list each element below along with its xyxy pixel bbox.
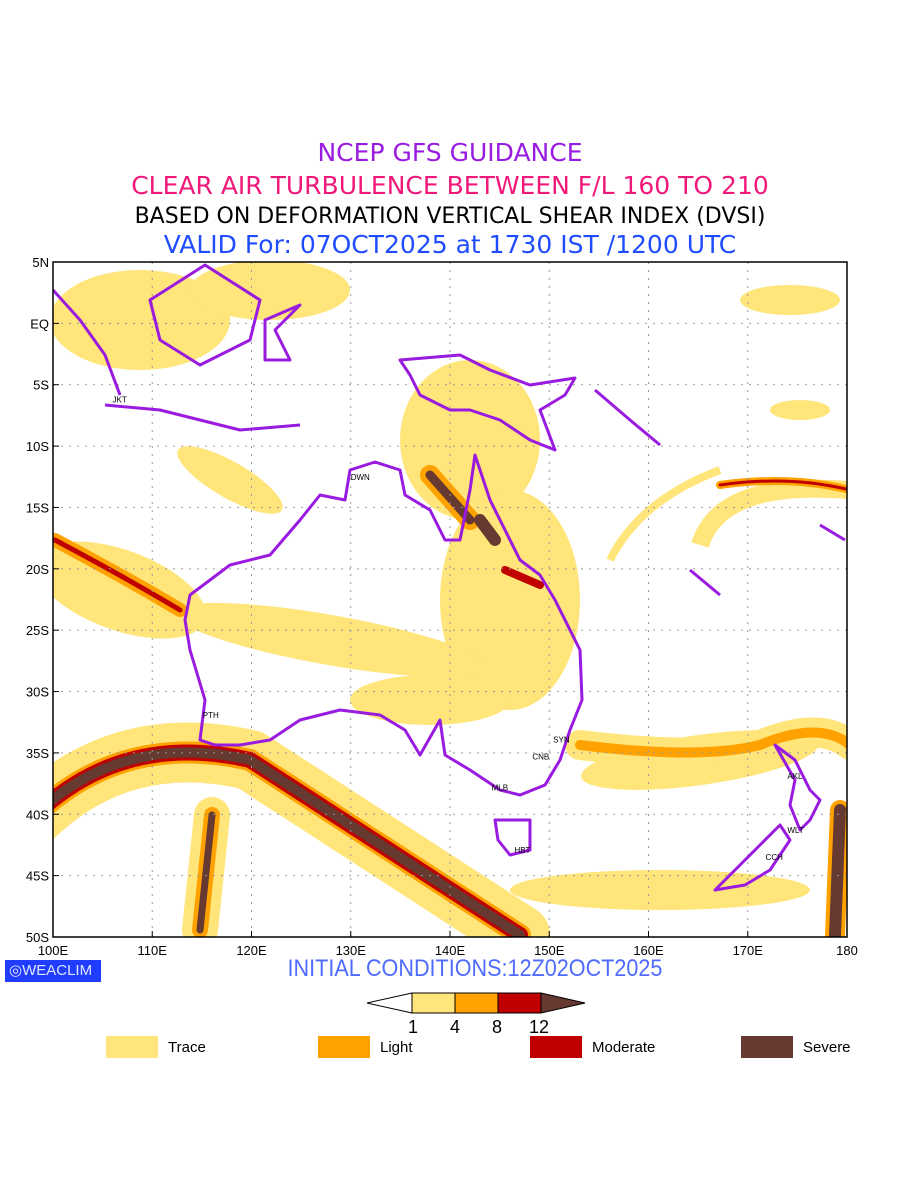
lat-label: 10S	[26, 439, 49, 454]
colorbar-severe	[540, 992, 586, 1014]
coast-pacific-islands	[594, 388, 846, 597]
legend-swatch	[530, 1036, 582, 1058]
weaclim-logo: ◎WEACLIM	[5, 960, 101, 982]
city-label-akl: AKL	[787, 772, 803, 781]
coast-nz-south	[713, 823, 792, 892]
colorbar	[366, 992, 586, 1014]
lon-label: 180	[836, 943, 858, 958]
city-label-mlb: MLB	[492, 783, 508, 792]
lat-label: 35S	[26, 746, 49, 761]
city-label-cch: CCH	[766, 853, 784, 862]
coast-java	[104, 403, 301, 432]
lat-label: 40S	[26, 807, 49, 822]
lat-label: 45S	[26, 869, 49, 884]
trace-arc	[691, 479, 847, 549]
lat-label: 15S	[26, 500, 49, 515]
lon-label: 150E	[534, 943, 565, 958]
trace-areas	[53, 262, 840, 910]
trace-arc	[606, 466, 722, 562]
coast-nz-north	[773, 743, 822, 832]
lon-label: 120E	[236, 943, 267, 958]
legend-label: Trace	[168, 1039, 206, 1056]
city-label-syn: SYN	[553, 735, 570, 744]
coast-sumatra	[53, 288, 122, 396]
copyright-icon: ◎	[9, 962, 23, 979]
legend-swatch	[318, 1036, 370, 1058]
colorbar-light	[454, 992, 499, 1014]
coast-borneo	[148, 263, 262, 367]
turbulence-field	[53, 262, 847, 937]
title-line-1: NCEP GFS GUIDANCE	[317, 138, 583, 167]
lat-label: 50S	[26, 930, 49, 945]
coast-tasmania	[493, 818, 532, 857]
title-line-2: CLEAR AIR TURBULENCE BETWEEN F/L 160 TO …	[131, 171, 769, 200]
colorbar-tick: 8	[492, 1017, 503, 1037]
lat-label: 5S	[33, 378, 49, 393]
initial-conditions: INITIAL CONDITIONS:12Z02OCT2025	[287, 955, 663, 982]
lat-label: 5N	[32, 255, 49, 270]
colorbar-tick: 4	[450, 1017, 461, 1037]
legend-label: Moderate	[592, 1039, 656, 1056]
lon-label: 140E	[435, 943, 466, 958]
lon-label: 160E	[633, 943, 664, 958]
lat-label: 25S	[26, 623, 49, 638]
coastlines	[53, 263, 846, 892]
city-label-pth: PTH	[203, 711, 219, 720]
lon-label: 170E	[733, 943, 764, 958]
coast-australia	[183, 453, 584, 797]
lon-label: 130E	[336, 943, 367, 958]
title-line-4: VALID For: 07OCT2025 at 1730 IST /1200 U…	[163, 230, 737, 259]
brand-text: WEACLIM	[22, 962, 93, 979]
legend-label: Severe	[803, 1039, 851, 1056]
city-labels: JKT DWN PTH SYN CNB MLB HBT AKL WLT CCH	[112, 395, 803, 862]
lat-label: EQ	[30, 316, 49, 331]
city-label-dwn: DWN	[351, 473, 370, 482]
legend-swatch	[106, 1036, 158, 1058]
coast-new-guinea	[398, 353, 577, 452]
city-label-jkt: JKT	[112, 395, 126, 404]
legend-label: Light	[380, 1039, 413, 1056]
grid-lines	[53, 262, 847, 937]
title-line-3: BASED ON DEFORMATION VERTICAL SHEAR INDE…	[134, 204, 766, 229]
colorbar-trace	[411, 992, 456, 1014]
lon-label: 100E	[38, 943, 69, 958]
city-label-cnb: CNB	[532, 753, 549, 762]
lat-label: 30S	[26, 685, 49, 700]
colorbar-tick: 1	[408, 1017, 419, 1037]
city-label-hbt: HBT	[514, 846, 530, 855]
jet-bands	[53, 465, 847, 937]
coast-sulawesi	[263, 303, 302, 362]
city-label-wlt: WLT	[787, 826, 803, 835]
lon-label: 110E	[138, 943, 168, 958]
colorbar-moderate	[497, 992, 542, 1014]
colorbar-tick: 12	[529, 1017, 550, 1037]
legend-swatch	[741, 1036, 793, 1058]
colorbar-below	[366, 992, 413, 1014]
lat-label: 20S	[26, 562, 49, 577]
